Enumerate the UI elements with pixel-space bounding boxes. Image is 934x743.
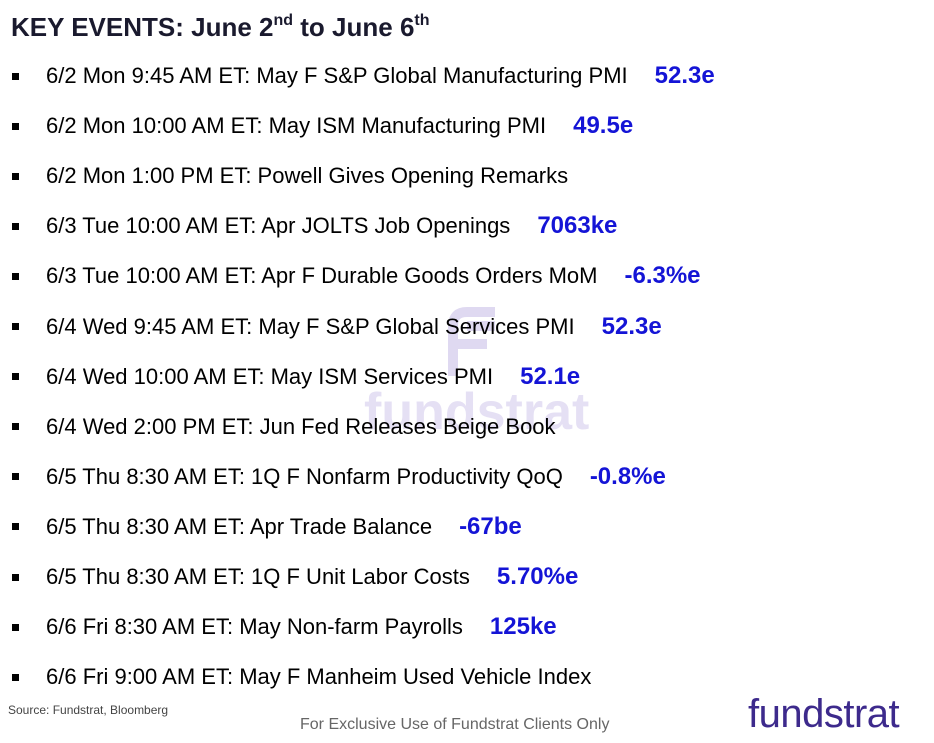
bullet [12,423,19,431]
event-text: 6/2 Mon 9:45 AM ET: May F S&P Global Man… [46,63,628,88]
bullet [12,673,19,681]
watermark: fundstrat [364,383,590,441]
bullet [12,172,19,180]
event-text: 6/6 Fri 9:00 AM ET: May F Manheim Used V… [46,664,592,690]
event-text: 6/5 Thu 8:30 AM ET: Apr Trade Balance [46,513,433,539]
event-text: 6/2 Mon 1:00 PM ET: Powell Gives Opening… [46,163,569,189]
event: 6/4 Wed 10:00 AM ET: May ISM Services PM… [46,363,580,391]
event-text: 6/2 Mon 10:00 AM ET: May ISM Manufacturi… [46,113,547,139]
event-text: 6/3 Tue 10:00 AM ET: Apr JOLTS Job Openi… [46,213,511,239]
estimate: 125ke [489,613,557,641]
bullet [12,523,19,531]
event-text: 6/5 Thu 8:30 AM ET: 1Q F Nonfarm Product… [46,463,563,489]
event: 6/5 Thu 8:30 AM ET: Apr Trade Balance -67… [46,513,522,541]
event: 6/4 Wed 9:45 AM ET: May F S&P Global Ser… [46,313,662,341]
title-sup: nd [273,12,294,29]
event-text: 6/5 Thu 8:30 AM ET: 1Q F Unit Labor Cost… [46,564,470,589]
estimate: 52.3e [654,62,715,89]
bullet [12,222,19,230]
title-sup: th [414,12,430,29]
watermark-icon [448,307,495,376]
event-text: 6/6 Fri 8:30 AM ET: May Non-farm Payroll… [46,614,463,640]
event-text: 6/4 Wed 9:45 AM ET: May F S&P Global Ser… [46,313,575,339]
event: 6/4 Wed 2:00 PM ET: Jun Fed Releases Bei… [46,414,556,440]
event-text: 6/3 Tue 10:00 AM ET: Apr F Durable Goods… [46,263,598,289]
estimate: -0.8%e [589,462,666,490]
estimate: 52.3e [601,312,662,340]
logo: fundstrat [748,692,900,736]
event-text: 6/4 Wed 10:00 AM ET: May ISM Services PM… [46,363,494,389]
event: 6/3 Tue 10:00 AM ET: Apr JOLTS Job Openi… [46,212,617,240]
event: 6/2 Mon 9:45 AM ET: May F S&P Global Man… [46,62,715,90]
source: Source: Fundstrat, Bloomberg [8,703,169,717]
bullet [12,623,19,631]
event: 6/2 Mon 10:00 AM ET: May ISM Manufacturi… [46,112,633,140]
bullet [12,323,19,330]
event: 6/6 Fri 8:30 AM ET: May Non-farm Payroll… [46,613,557,641]
event: 6/6 Fri 9:00 AM ET: May F Manheim Used V… [46,664,591,690]
title: KEY EVENTS: June 2nd to June 6th [11,12,430,43]
event: 6/5 Thu 8:30 AM ET: 1Q F Nonfarm Product… [46,463,666,491]
title-part: KEY EVENTS: June 2 [11,12,274,42]
estimate: -67be [459,512,522,540]
event: 6/2 Mon 1:00 PM ET: Powell Gives Opening… [46,163,568,189]
footer: For Exclusive Use of Fundstrat Clients O… [300,716,610,733]
estimate: 5.70%e [496,563,579,590]
bullet [12,473,19,481]
bullet [12,272,19,280]
bullet [12,573,19,581]
bullet [12,122,19,130]
estimate: 7063ke [537,212,618,240]
event-text: 6/4 Wed 2:00 PM ET: Jun Fed Releases Bei… [46,413,556,439]
bullet [12,72,19,80]
estimate: 49.5e [573,112,634,140]
event: 6/5 Thu 8:30 AM ET: 1Q F Unit Labor Cost… [46,563,578,591]
event: 6/3 Tue 10:00 AM ET: Apr F Durable Goods… [46,262,701,290]
bullet [12,373,19,381]
title-part: to June 6 [293,12,415,42]
estimate: 52.1e [520,362,581,390]
estimate: -6.3%e [624,262,701,290]
